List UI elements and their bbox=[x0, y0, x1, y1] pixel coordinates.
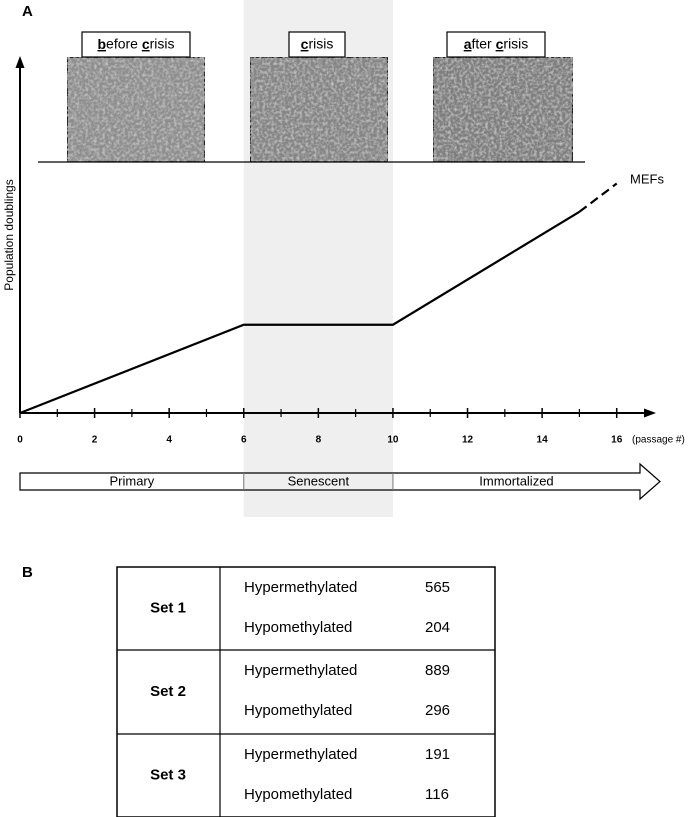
cell-value: 204 bbox=[425, 619, 450, 636]
data-line bbox=[19, 210, 580, 415]
caption: after crisis bbox=[464, 36, 529, 52]
y-axis-label: Population doublings bbox=[2, 179, 16, 290]
set-label: Set 3 bbox=[150, 766, 186, 783]
micrograph bbox=[66, 56, 206, 163]
cell-label: Hypomethylated bbox=[244, 619, 352, 636]
caption-box bbox=[81, 31, 191, 58]
x-axis-label: (passage #) bbox=[632, 435, 685, 446]
cell-label: Hypermethylated bbox=[244, 746, 357, 763]
x-tick-label: 6 bbox=[241, 435, 247, 446]
table-border bbox=[116, 566, 496, 817]
set-label: Set 1 bbox=[150, 599, 186, 616]
micrograph bbox=[249, 56, 389, 163]
phase-label: Primary bbox=[109, 473, 154, 488]
x-tick-label: 14 bbox=[537, 435, 549, 446]
y-axis-arrow bbox=[15, 56, 25, 68]
cell-value: 889 bbox=[425, 662, 450, 679]
x-tick-label: 16 bbox=[611, 435, 623, 446]
caption: crisis bbox=[301, 36, 334, 52]
x-tick-label: 10 bbox=[387, 435, 399, 446]
x-tick-label: 0 bbox=[17, 435, 23, 446]
x-tick-label: 4 bbox=[166, 435, 172, 446]
x-axis-arrow bbox=[644, 408, 656, 418]
x-tick-label: 8 bbox=[316, 435, 322, 446]
cell-label: Hypermethylated bbox=[244, 579, 357, 596]
caption-box bbox=[446, 31, 546, 58]
data-line bbox=[578, 182, 618, 213]
cell-value: 565 bbox=[425, 579, 450, 596]
cell-value: 116 bbox=[425, 786, 449, 803]
x-tick-label: 2 bbox=[92, 435, 98, 446]
micrograph bbox=[432, 56, 574, 163]
cell-label: Hypermethylated bbox=[244, 662, 357, 679]
cell-label: Hypomethylated bbox=[244, 786, 352, 803]
phase-arrow bbox=[19, 462, 661, 501]
cell-value: 296 bbox=[425, 702, 450, 719]
phase-label: Senescent bbox=[288, 473, 350, 488]
panel-label: B bbox=[22, 564, 33, 581]
phase-label: Immortalized bbox=[479, 473, 553, 488]
set-label: Set 2 bbox=[150, 683, 186, 700]
panel-label: A bbox=[22, 3, 33, 20]
annotation: MEFs bbox=[630, 171, 664, 186]
cell-label: Hypomethylated bbox=[244, 702, 352, 719]
cell-value: 191 bbox=[425, 746, 450, 763]
caption: before crisis bbox=[97, 36, 174, 52]
x-tick-label: 12 bbox=[462, 435, 474, 446]
caption-box bbox=[288, 31, 346, 58]
